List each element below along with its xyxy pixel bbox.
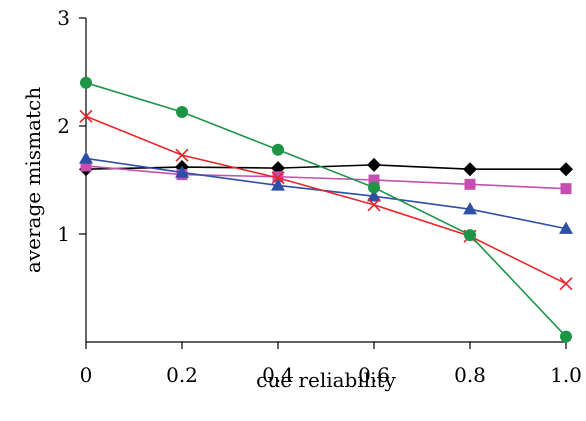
series-triangle: [79, 151, 573, 234]
data-point: [463, 202, 477, 215]
data-point: [272, 143, 284, 156]
series-line: [85, 165, 567, 190]
data-point: [559, 221, 573, 234]
data-point: [560, 183, 572, 195]
data-point: [559, 162, 573, 177]
series-line: [85, 164, 566, 170]
data-point: [175, 148, 189, 162]
data-point: [464, 178, 476, 190]
data-point: [175, 165, 189, 178]
data-point: [271, 178, 285, 191]
data-point: [176, 105, 188, 118]
series-square: [80, 160, 572, 195]
y-tick-label: 1: [57, 222, 70, 246]
x-tick-label: 0.2: [166, 363, 198, 387]
data-point: [271, 171, 285, 185]
tick-group: 0 0.2 0.4 0.6 0.8 1.0 1 2 3: [57, 6, 582, 387]
y-tick-label: 3: [57, 6, 70, 30]
x-tick-label: 0.6: [358, 363, 390, 387]
series-line: [85, 115, 567, 285]
x-tick-label: 0.4: [262, 363, 294, 387]
series-group: [79, 76, 573, 343]
data-point: [79, 109, 93, 123]
x-tick-label: 0: [80, 363, 93, 387]
data-point: [368, 181, 380, 194]
series-line: [85, 82, 567, 338]
data-point: [367, 157, 381, 172]
axes: [85, 18, 567, 343]
data-point: [367, 198, 381, 212]
series-circle: [80, 76, 572, 343]
series-diamond: [79, 157, 573, 177]
series-cross: [79, 109, 573, 291]
data-point: [463, 162, 477, 177]
data-point: [80, 160, 92, 172]
data-point: [368, 174, 380, 186]
data-point: [79, 151, 93, 164]
data-point: [367, 189, 381, 202]
x-tick-label: 1.0: [550, 363, 582, 387]
x-axis-label: cue reliability: [256, 368, 396, 392]
data-point: [80, 76, 92, 89]
y-axis-label: average mismatch: [21, 87, 45, 273]
data-point: [559, 277, 573, 291]
y-tick-label: 2: [57, 114, 70, 138]
x-tick-label: 0.8: [454, 363, 486, 387]
data-point: [560, 330, 572, 343]
data-point: [464, 229, 476, 242]
